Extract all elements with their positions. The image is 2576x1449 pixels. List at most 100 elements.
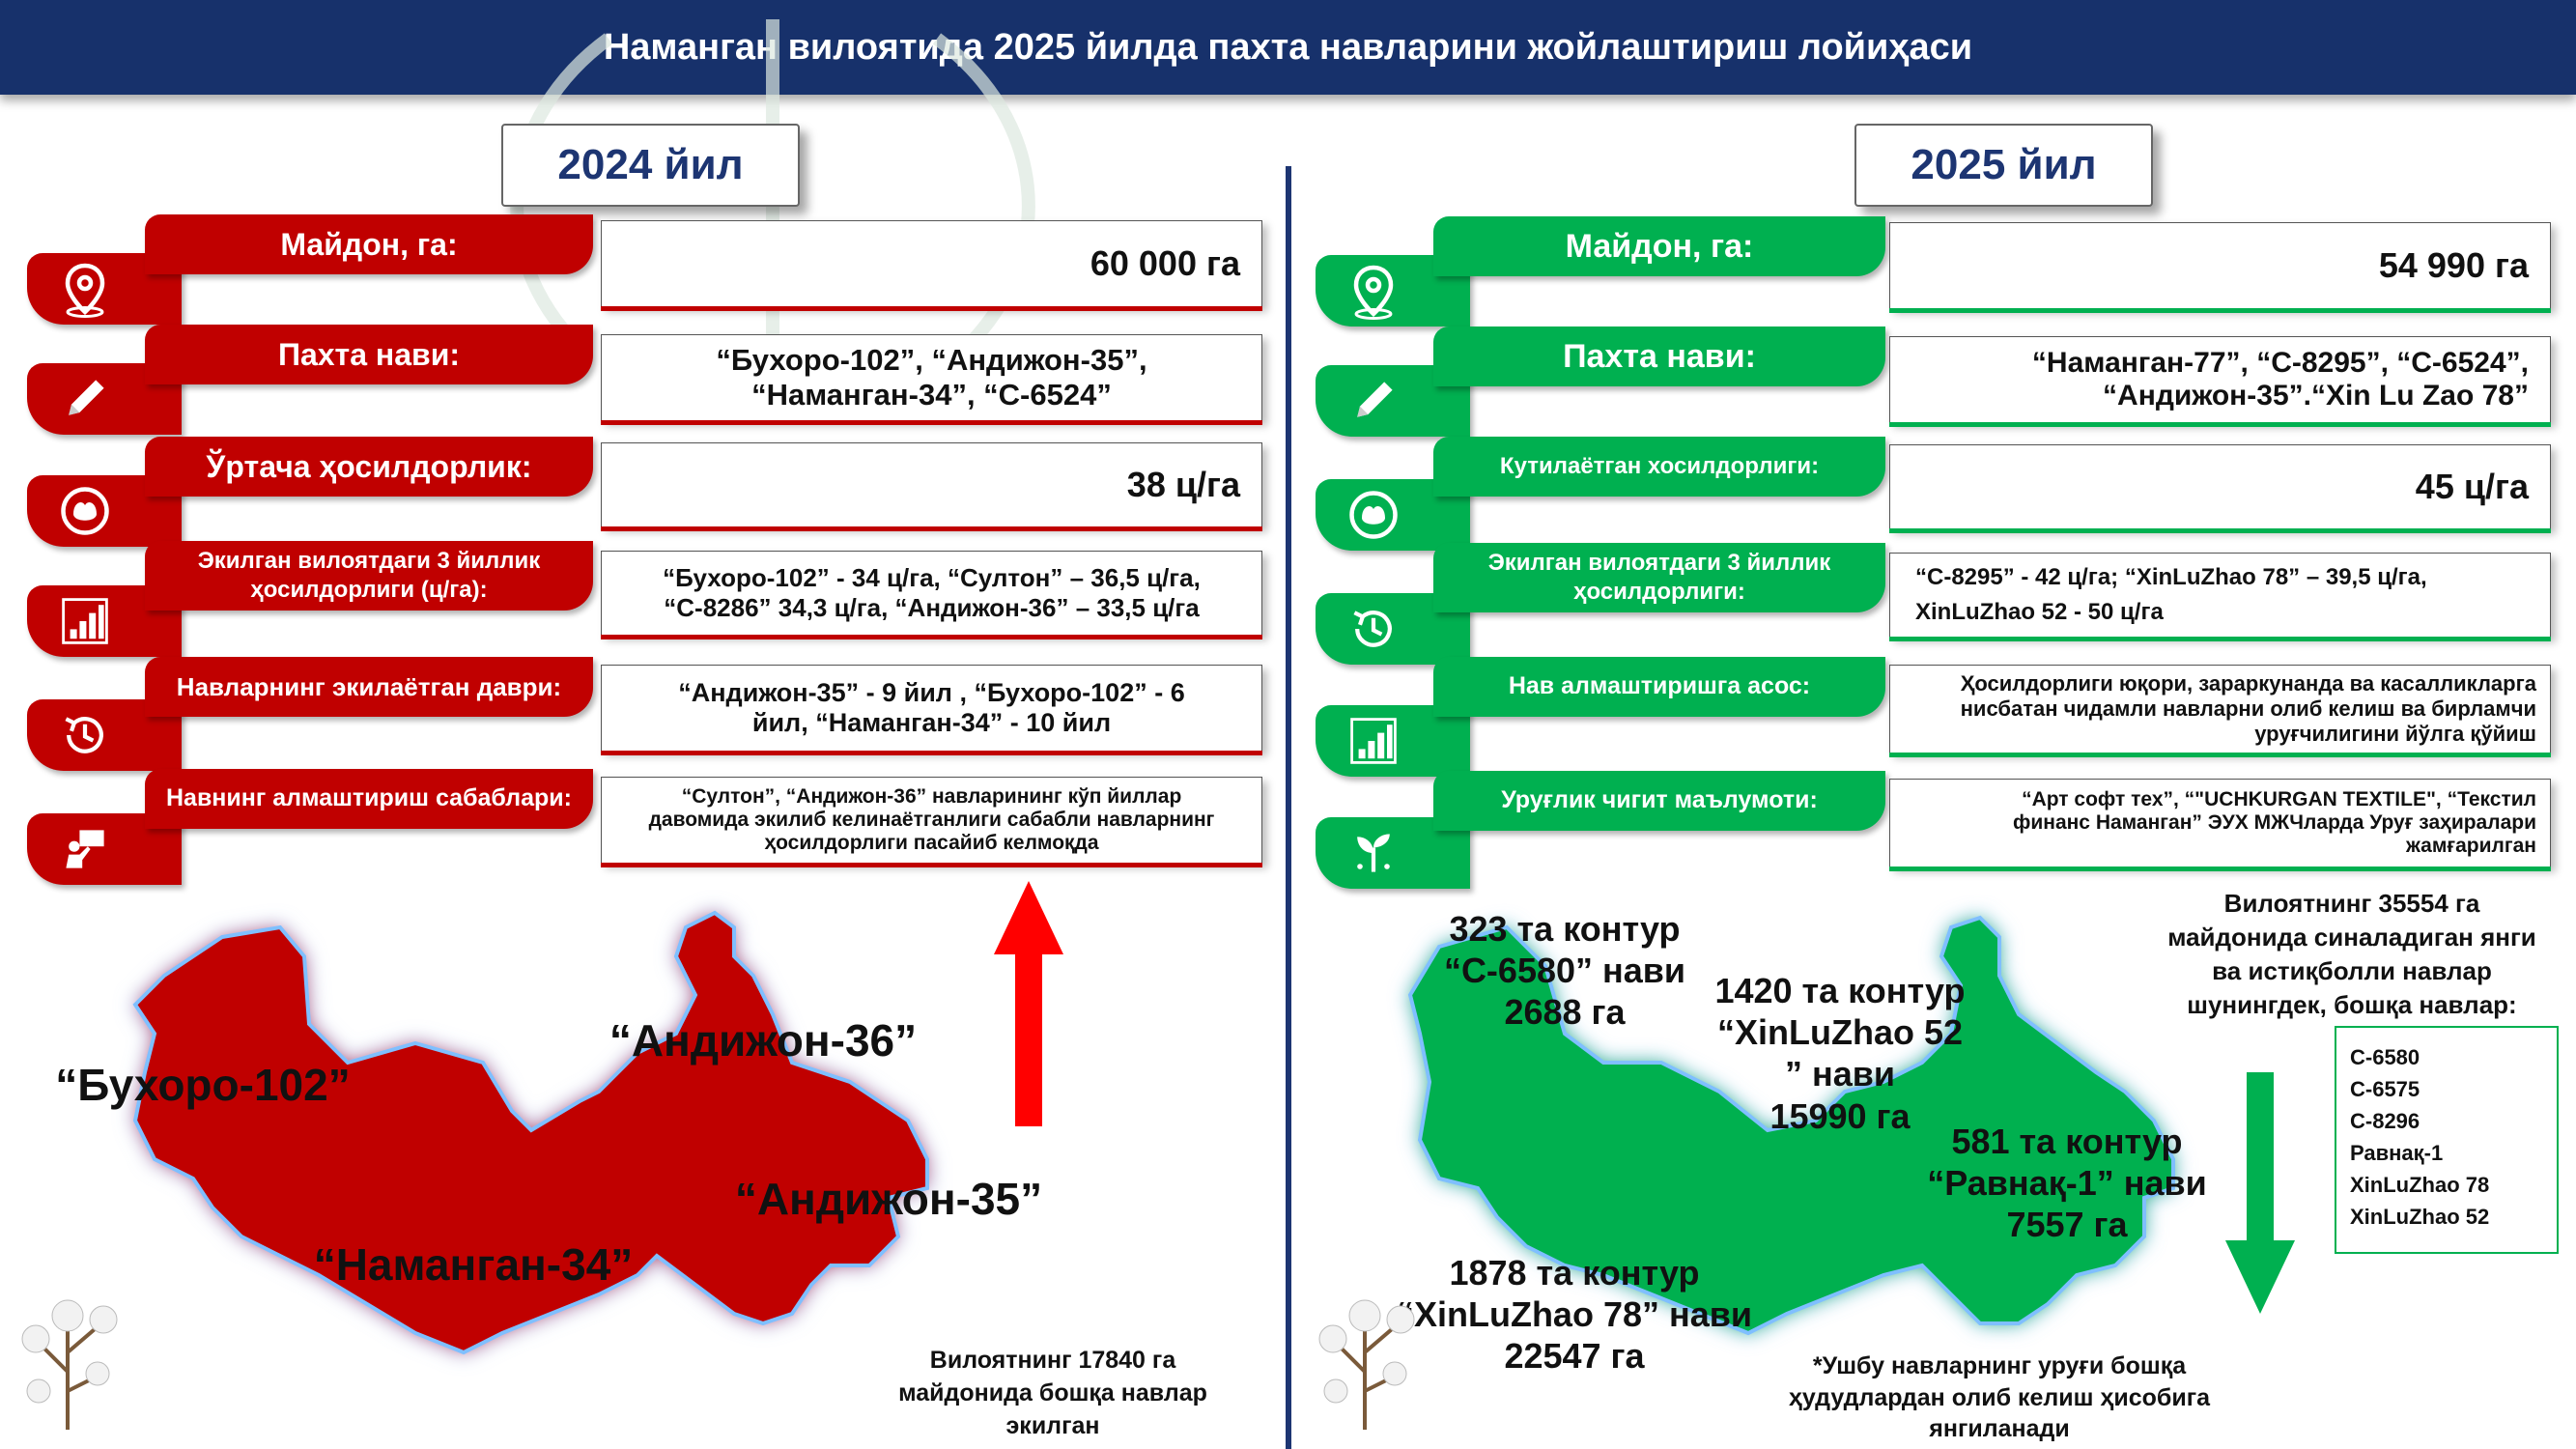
expected-yield-value: 45 ц/га xyxy=(2415,467,2529,506)
pencil-icon xyxy=(58,372,112,426)
planting-period-label: Навларнинг экилаётган даври: xyxy=(176,671,562,701)
year-2025-box: 2025 йил xyxy=(1854,124,2153,207)
replacement-reason-value: “Султон”, “Андижон-36” навларининг кўп й… xyxy=(648,785,1215,854)
row-underline xyxy=(1889,753,2551,757)
variety-label: Пахта нави: xyxy=(277,337,461,372)
row-underline xyxy=(601,420,1262,425)
variety-value: “Бухоро-102”, “Андижон-35”, “Наманган-34… xyxy=(716,343,1147,412)
year-2025-label: 2025 йил xyxy=(1911,141,2097,188)
replacement-basis-icon-tile xyxy=(1316,705,1470,777)
year-2024-box: 2024 йил xyxy=(501,124,800,207)
variety-label-tab-2025: Пахта нави: xyxy=(1433,327,1885,386)
yield-value: 38 ц/га xyxy=(1126,465,1240,504)
title-bar: Наманган вилоятида 2025 йилда пахта навл… xyxy=(0,0,2576,95)
row-underline xyxy=(601,526,1262,531)
replacement-reason-label: Навнинг алмаштириш сабаблари: xyxy=(165,784,572,812)
location-pin-icon xyxy=(1345,262,1402,320)
center-divider xyxy=(1286,166,1291,1449)
trial-varieties-note: Вилоятнинг 35554 га майдонида синаладига… xyxy=(2167,889,2536,1020)
three-year-yield-value-2025: “С-8295” - 42 ц/га; “XinLuZhao 78” – 39,… xyxy=(1915,564,2427,625)
list-item: XinLuZhao 78 xyxy=(2350,1173,2490,1197)
row-underline xyxy=(601,635,1262,639)
cotton-boll-icon xyxy=(56,482,114,540)
seed-renewal-note: *Ушбу навларнинг уруғи бошқа ҳудудлардан… xyxy=(1788,1352,2211,1442)
other-varieties-note-2024: Вилоятнинг 17840 га майдонида бошқа навл… xyxy=(898,1347,1207,1439)
expected-yield-label: Кутилаётган хосилдорлиги: xyxy=(1499,453,1820,479)
map-label-bukhoro: “Бухоро-102” xyxy=(55,1060,351,1110)
variety-value-box: “Бухоро-102”, “Андижон-35”, “Наманган-34… xyxy=(601,334,1262,421)
yield-value-box: 38 ц/га xyxy=(601,442,1262,527)
map-label-ravnaq1: 581 та контур “Равнақ-1” нави 7557 га xyxy=(1927,1122,2207,1245)
arrow-down-icon xyxy=(2225,1072,2295,1314)
other-varieties-list: С-6580 С-6575 С-8296 Равнақ-1 XinLuZhao … xyxy=(2335,1026,2559,1254)
replacement-basis-label: Нав алмаштиришга асос: xyxy=(1508,672,1811,700)
variety-value-2025: “Наманган-77”, “С-8295”, “С-6524”, “Анди… xyxy=(2031,347,2529,412)
planting-period-value: “Андижон-35” - 9 йил , “Бухоро-102” - 6 … xyxy=(678,678,1185,737)
three-year-yield-label-2025: Экилган вилоятдаги 3 йиллик ҳосилдорлиги… xyxy=(1487,550,1831,605)
location-pin-icon xyxy=(56,260,114,318)
seed-info-label: Уруғлик чигит маълумоти: xyxy=(1501,786,1818,814)
list-item: XinLuZhao 52 xyxy=(2350,1205,2490,1229)
region-map-2025 xyxy=(1407,915,2175,1336)
three-year-yield-label-tab: Экилган вилоятдаги 3 йиллик ҳосилдорлиги… xyxy=(145,541,593,611)
cotton-plant-icon xyxy=(21,1299,118,1430)
area-label-tab: Майдон, га: xyxy=(145,214,593,274)
row-underline xyxy=(601,306,1262,311)
map-label-andijon-36: “Андижон-36” xyxy=(609,1015,918,1065)
area-value-box: 60 000 га xyxy=(601,220,1262,307)
region-map-2024 xyxy=(132,910,929,1355)
page-title: Наманган вилоятида 2025 йилда пахта навл… xyxy=(603,26,1973,68)
replacement-basis-label-tab: Нав алмаштиришга асос: xyxy=(1433,657,1885,717)
year-2024-label: 2024 йил xyxy=(557,141,744,188)
yield-label: Ўртача ҳосилдорлик: xyxy=(206,449,532,484)
area-label: Майдон, га: xyxy=(280,227,458,262)
list-item: С-6580 xyxy=(2350,1045,2420,1069)
variety-label-2025: Пахта нави: xyxy=(1563,337,1756,375)
list-item: С-6575 xyxy=(2350,1077,2420,1101)
row-underline xyxy=(1889,867,2551,871)
presenter-icon xyxy=(58,822,112,876)
area-value-box-2025: 54 990 га xyxy=(1889,222,2551,309)
row-underline xyxy=(1889,637,2551,641)
row-underline xyxy=(601,863,1262,867)
map-label-xinluzhao52: 1420 та контур “XinLuZhao 52 ” нави 1599… xyxy=(1714,971,1966,1136)
map-label-namangan-34: “Наманган-34” xyxy=(313,1239,634,1290)
row-underline xyxy=(601,751,1262,755)
expected-yield-value-box: 45 ц/га xyxy=(1889,444,2551,529)
area-value: 60 000 га xyxy=(1090,243,1240,283)
planting-period-value-box: “Андижон-35” - 9 йил , “Бухоро-102” - 6 … xyxy=(601,665,1262,752)
three-year-yield-label: Экилган вилоятдаги 3 йиллик ҳосилдорлиги… xyxy=(197,548,541,603)
area-label-tab-2025: Майдон, га: xyxy=(1433,216,1885,276)
area-label-2025: Майдон, га: xyxy=(1565,227,1754,265)
replacement-basis-value: Ҳосилдорлиги юқори, зараркунанда ва каса… xyxy=(1960,671,2536,746)
variety-value-box-2025: “Наманган-77”, “С-8295”, “С-6524”, “Анди… xyxy=(1889,336,2551,423)
replacement-reason-value-box: “Султон”, “Андижон-36” навларининг кўп й… xyxy=(601,777,1262,864)
row-underline xyxy=(1889,422,2551,427)
variety-label-tab: Пахта нави: xyxy=(145,325,593,384)
bar-chart-icon xyxy=(1346,714,1401,768)
map-label-andijon-35: “Андижон-35” xyxy=(734,1174,1043,1224)
pencil-icon xyxy=(1346,374,1401,428)
seed-info-label-tab: Уруғлик чигит маълумоти: xyxy=(1433,771,1885,831)
history-clock-icon xyxy=(1346,602,1401,656)
map-label-c6580: 323 та контур “С-6580” нави 2688 га xyxy=(1443,909,1686,1033)
cotton-plant-icon xyxy=(1318,1299,1415,1430)
replacement-reason-label-tab: Навнинг алмаштириш сабаблари: xyxy=(145,769,593,829)
row-underline xyxy=(1889,308,2551,313)
list-item: С-8296 xyxy=(2350,1109,2420,1133)
map-label-xinluzhao78: 1878 та контур “XinLuZhao 78” нави 22547… xyxy=(1396,1253,1753,1377)
arrow-up-icon xyxy=(994,881,1063,1126)
seed-info-value-box: “Арт софт тех”, “"UCHKURGAN TEXTILE", “Т… xyxy=(1889,779,2551,867)
list-item: Равнақ-1 xyxy=(2350,1141,2444,1165)
three-year-yield-value: “Бухоро-102” - 34 ц/га, “Султон” – 36,5 … xyxy=(663,563,1201,622)
cotton-boll-icon xyxy=(1345,486,1402,544)
row-underline xyxy=(1889,528,2551,533)
expected-yield-label-tab: Кутилаётган хосилдорлиги: xyxy=(1433,437,1885,497)
replacement-basis-value-box: Ҳосилдорлиги юқори, зараркунанда ва каса… xyxy=(1889,665,2551,753)
history-clock-icon xyxy=(58,708,112,762)
area-value-2025: 54 990 га xyxy=(2378,245,2529,285)
three-year-yield-label-tab-2025: Экилган вилоятдаги 3 йиллик ҳосилдорлиги… xyxy=(1433,543,1885,612)
yield-label-tab: Ўртача ҳосилдорлик: xyxy=(145,437,593,497)
seed-info-value: “Арт софт тех”, “"UCHKURGAN TEXTILE", “Т… xyxy=(2012,788,2536,857)
bar-chart-icon xyxy=(58,594,112,648)
